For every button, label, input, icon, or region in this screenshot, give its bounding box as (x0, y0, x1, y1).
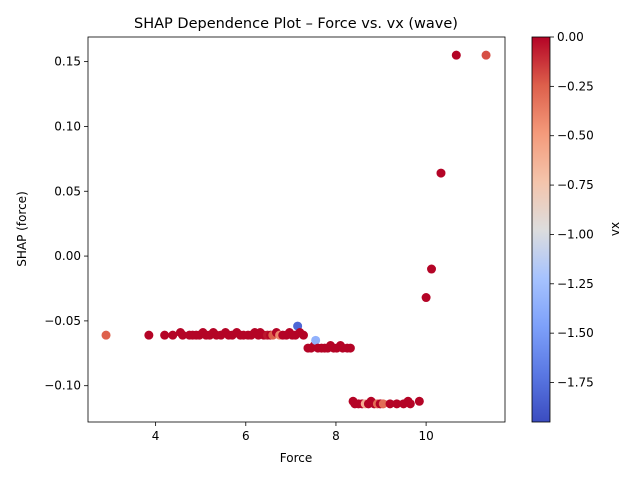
colorbar-tick-label: −0.50 (557, 129, 594, 143)
y-axis-label: SHAP (force) (15, 191, 29, 266)
colorbar-tick-label: −1.50 (557, 326, 594, 340)
y-tick-label: −0.10 (44, 379, 81, 393)
data-point (421, 293, 431, 303)
x-tick-label: 6 (242, 429, 250, 443)
data-point (405, 399, 415, 409)
data-point (392, 399, 402, 409)
y-axis-ticks: −0.10 −0.05 0.00 0.05 0.10 0.15 (44, 55, 88, 393)
x-axis-ticks: 4 6 8 10 (152, 422, 434, 443)
x-tick-label: 4 (152, 429, 160, 443)
data-point (144, 330, 154, 340)
colorbar-ticks: 0.00 −0.25 −0.50 −0.75 −1.00 −1.25 −1.50 −1.75 (550, 30, 594, 390)
y-tick-label: 0.15 (54, 55, 81, 69)
chart-title: SHAP Dependence Plot – Force vs. vx (wav… (134, 16, 458, 32)
data-point (414, 396, 424, 406)
x-tick-label: 10 (418, 429, 433, 443)
y-tick-label: 0.00 (54, 249, 81, 263)
data-point (451, 50, 461, 60)
data-point (178, 330, 188, 340)
data-point (385, 399, 395, 409)
x-tick-label: 8 (332, 429, 340, 443)
scatter-points (101, 50, 491, 409)
y-tick-label: −0.05 (44, 314, 81, 328)
data-point (378, 399, 388, 409)
x-axis-label: Force (280, 451, 312, 465)
plot-area-frame (87, 36, 506, 423)
data-point (345, 343, 355, 353)
colorbar-label: vx (608, 222, 622, 236)
colorbar-tick-label: −0.25 (557, 79, 594, 93)
colorbar-tick-label: −1.75 (557, 376, 594, 390)
colorbar-tick-label: −1.00 (557, 227, 594, 241)
y-tick-label: 0.10 (54, 119, 81, 133)
colorbar-tick-label: −1.25 (557, 277, 594, 291)
data-point (168, 330, 178, 340)
data-point (101, 330, 111, 340)
data-point (311, 335, 321, 345)
colorbar-tick-label: 0.00 (557, 30, 584, 44)
data-point (427, 264, 437, 274)
data-point (160, 330, 170, 340)
data-point (481, 50, 491, 60)
data-point (298, 330, 308, 340)
colorbar-tick-label: −0.75 (557, 178, 594, 192)
colorbar (531, 36, 551, 423)
data-point (436, 168, 446, 178)
y-tick-label: 0.05 (54, 184, 81, 198)
